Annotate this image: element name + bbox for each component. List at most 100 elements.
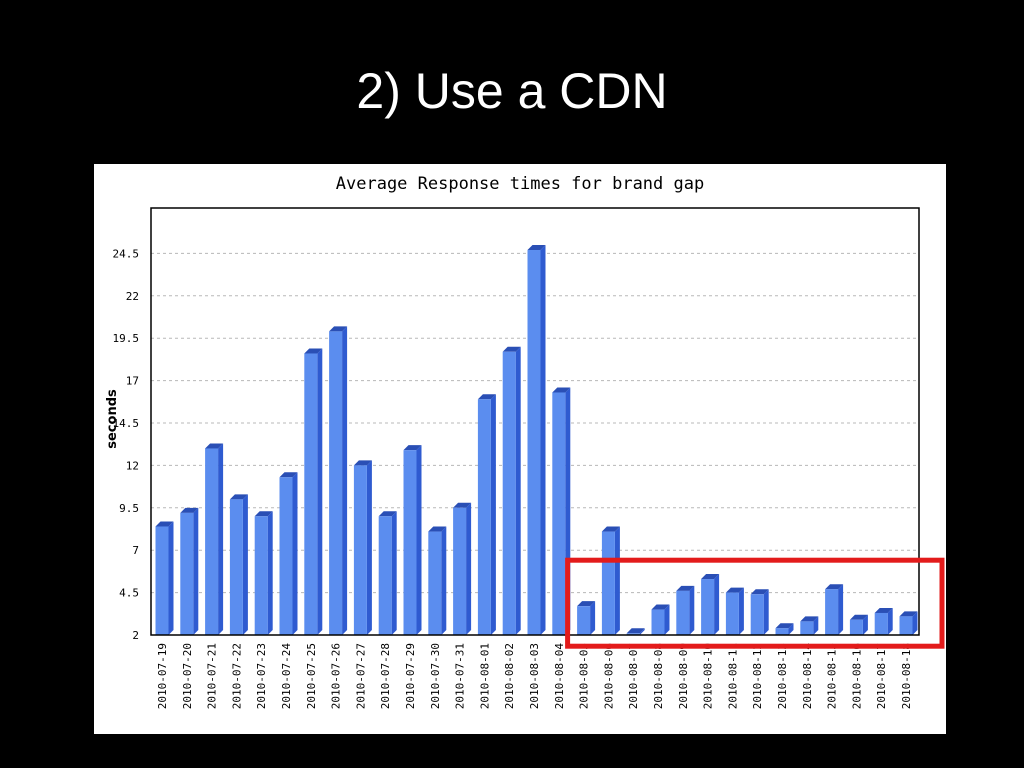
bar: [725, 587, 744, 635]
x-tick-label: 2010-07-24: [280, 643, 293, 710]
bar-top: [378, 511, 397, 517]
x-tick-label: 2010-08-08: [652, 643, 665, 709]
slide-title: 2) Use a CDN: [356, 63, 668, 119]
bar-front: [527, 250, 541, 635]
bar-front: [676, 590, 690, 635]
x-tick-label: 2010-08-09: [677, 643, 690, 709]
bar-side: [441, 526, 447, 635]
bar-side: [193, 507, 199, 635]
bar-front: [329, 331, 343, 635]
bar-top: [775, 623, 794, 629]
x-tick-label: 2010-07-20: [181, 643, 194, 709]
bar-front: [775, 628, 789, 635]
y-tick-label: 9.5: [119, 502, 139, 515]
bar-top: [676, 585, 695, 591]
bar-top: [725, 587, 744, 593]
bar: [701, 574, 720, 635]
y-tick-label: 4.5: [119, 587, 139, 600]
bar: [775, 623, 794, 635]
bar-top: [800, 616, 819, 622]
bar-front: [180, 512, 194, 635]
bar-side: [292, 472, 298, 635]
x-tick-label: 2010-08-18: [900, 643, 913, 709]
bar-top: [453, 502, 472, 508]
chart-title: Average Response times for brand gap: [336, 174, 704, 194]
bar-top: [626, 628, 645, 634]
bar-top: [651, 604, 670, 610]
bar-side: [887, 607, 893, 635]
bar-front: [229, 499, 243, 635]
bar-side: [168, 521, 174, 635]
bar-top: [353, 460, 372, 466]
bar-top: [428, 526, 447, 532]
bar: [329, 326, 348, 635]
bar-front: [502, 351, 516, 635]
bar-front: [353, 465, 367, 635]
bar: [304, 348, 323, 635]
x-tick-label: 2010-07-30: [429, 643, 442, 709]
bar: [403, 445, 422, 635]
bar-top: [552, 387, 571, 393]
bar-top: [849, 614, 868, 620]
bar-top: [229, 494, 248, 500]
bar: [577, 601, 596, 635]
x-tick-label: 2010-08-13: [776, 643, 789, 709]
bar-front: [701, 579, 715, 635]
bar-side: [763, 589, 769, 635]
bar-top: [601, 526, 620, 532]
bar: [378, 511, 397, 635]
bar: [353, 460, 372, 635]
bar-side: [366, 460, 372, 635]
bar-top: [279, 472, 298, 478]
bar-front: [205, 448, 219, 635]
bar-side: [689, 585, 695, 635]
bar-top: [825, 584, 844, 590]
y-tick-label: 19.5: [113, 332, 140, 345]
bar-side: [267, 511, 273, 635]
bar-front: [254, 516, 268, 635]
bar-side: [664, 604, 670, 635]
y-tick-label: 22: [126, 290, 139, 303]
bar-front: [403, 450, 417, 635]
bar: [601, 526, 620, 635]
x-tick-label: 2010-08-12: [751, 643, 764, 709]
bar: [477, 394, 496, 635]
bar: [899, 611, 918, 635]
bar: [676, 585, 695, 635]
bar: [502, 346, 521, 635]
bar-front: [899, 616, 913, 635]
bar-front: [874, 612, 888, 635]
y-tick-label: 2: [132, 629, 139, 642]
bar-side: [242, 494, 248, 635]
bar-front: [552, 392, 566, 635]
bar-top: [701, 574, 720, 580]
bar-top: [155, 521, 174, 527]
bar-top: [750, 589, 769, 595]
x-tick-label: 2010-07-21: [206, 643, 219, 709]
x-tick-label: 2010-08-11: [726, 643, 739, 709]
bar-front: [725, 592, 739, 635]
bar-side: [540, 245, 546, 635]
bar-top: [874, 607, 893, 613]
bar: [849, 614, 868, 635]
bar: [155, 521, 174, 635]
bar-front: [651, 609, 665, 635]
y-tick-label: 12: [126, 459, 139, 472]
bar-top: [403, 445, 422, 451]
bar-top: [180, 507, 199, 513]
bar-side: [590, 601, 596, 635]
bar-side: [714, 574, 720, 635]
x-tick-label: 2010-07-25: [305, 643, 318, 709]
y-axis-label: seconds: [105, 389, 120, 449]
bar-side: [515, 346, 521, 635]
bar-top: [329, 326, 348, 332]
bar-front: [626, 633, 640, 635]
bar: [428, 526, 447, 635]
bar-front: [378, 516, 392, 635]
bar-side: [738, 587, 744, 635]
x-tick-label: 2010-08-01: [478, 643, 491, 709]
x-tick-label: 2010-08-02: [503, 643, 516, 709]
bar-side: [391, 511, 397, 635]
bar-front: [428, 531, 442, 635]
